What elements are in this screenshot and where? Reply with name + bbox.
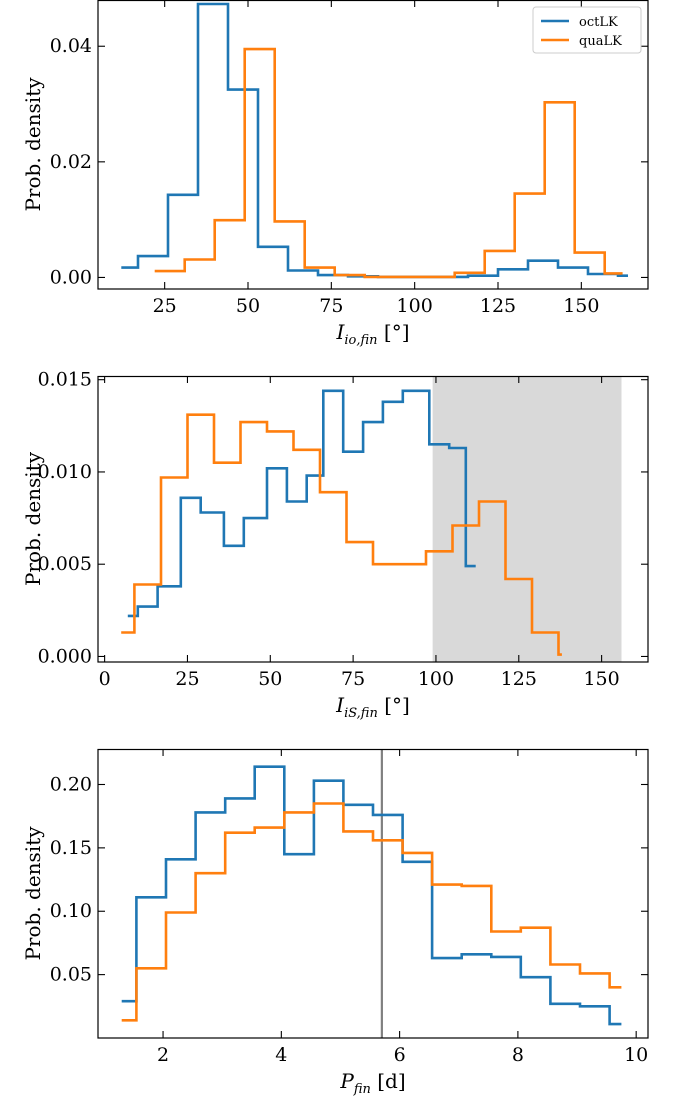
axes-frame [97,748,649,1039]
x-tick-label: 125 [501,668,537,690]
x-tick-label: 100 [418,668,454,690]
series-octLK-line [121,765,622,1026]
x-axis-label: IiS,fin [°] [335,693,410,721]
x-tick-label: 75 [341,668,365,690]
legend-box [532,6,642,54]
shaded-region [432,376,622,662]
x-axis-label: Pfin [d] [339,1069,405,1097]
y-tick-label: 0.010 [38,461,92,483]
y-axis-label: Prob. density [21,826,45,961]
x-tick-label: 6 [394,1044,406,1066]
y-tick-label: 0.000 [38,645,92,667]
x-tick-label: 25 [153,295,177,317]
legend-label-quaLK: quaLK [579,34,622,49]
y-tick-label: 0.05 [50,964,92,986]
legend-label-octLK: octLK [579,15,618,30]
series-octLK-line [127,389,476,618]
x-tick-label: 125 [480,295,516,317]
y-tick-label: 0.04 [50,35,92,57]
x-tick-label: 100 [397,295,433,317]
x-tick-label: 75 [319,295,343,317]
x-tick-label: 50 [236,295,260,317]
x-tick-label: 25 [175,668,199,690]
y-tick-label: 0.015 [38,369,92,391]
y-tick-label: 0.15 [50,837,92,859]
y-axis-label: Prob. density [21,451,45,586]
x-tick-label: 50 [258,668,282,690]
series-quaLK-line [121,802,622,1022]
axes-frame [97,375,649,663]
x-tick-label: 2 [157,1044,169,1066]
panel-2: 0 25 50 75 100 125 150 0.000 0.005 0.010 0.015 Prob… [21,369,649,721]
series-quaLK-line [121,413,562,656]
x-tick-label: 10 [624,1044,648,1066]
y-tick-label: 0.10 [50,900,92,922]
x-tick-label: 8 [512,1044,524,1066]
x-tick-label: 0 [99,668,111,690]
y-tick-label: 0.02 [50,151,92,173]
y-tick-label: 0.005 [38,553,92,575]
x-axis-label: Iio,fin [°] [335,320,409,348]
x-tick-label: 150 [563,295,599,317]
y-tick-label: 0.20 [50,773,92,795]
y-axis-label: Prob. density [21,77,45,212]
panel-3: 2 4 6 8 10 0.05 0.10 0.15 0.20 Prob. density Pfin … [21,748,649,1097]
legend: octLK quaLK [532,6,642,54]
x-tick-label: 150 [583,668,619,690]
x-tick-label: 4 [275,1044,287,1066]
series-quaLK-line [154,47,623,279]
y-tick-label: 0.00 [50,266,92,288]
axes-frame [97,0,649,290]
